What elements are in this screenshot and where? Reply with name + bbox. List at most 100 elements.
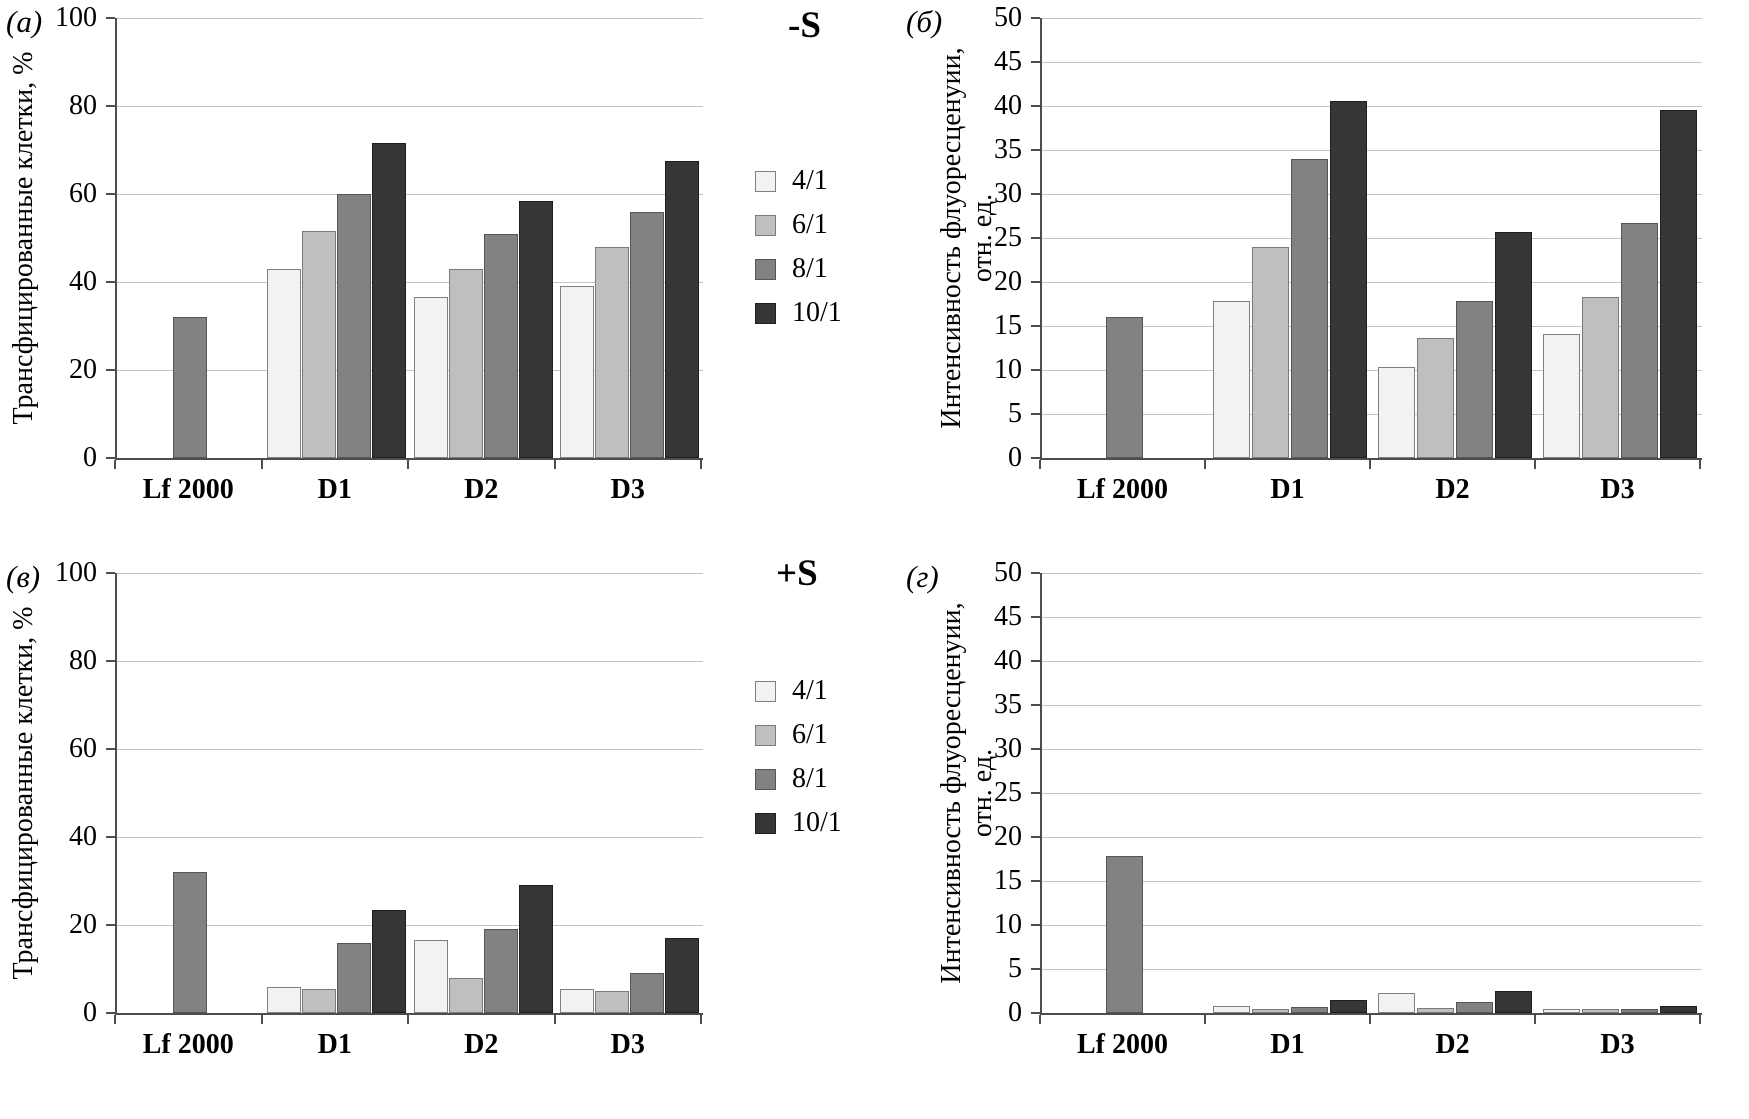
y-tick-label: 35 (994, 134, 1022, 165)
legend-item-6-1: 6/1 (755, 719, 842, 750)
y-tick-label: 20 (69, 354, 97, 385)
y-axis-title-line: Интенсивность флуоресценуии, (936, 602, 967, 984)
y-tick-label: 20 (994, 266, 1022, 297)
y-tick-mark (1031, 237, 1040, 239)
annotation-plus-s: +S (776, 553, 818, 594)
x-tick-mark (407, 460, 409, 469)
y-tick-mark (1031, 281, 1040, 283)
bar-group-Lf-2000 (1042, 18, 1207, 458)
bar-D1-6-1 (1251, 247, 1289, 458)
y-tick-label: 0 (1008, 997, 1022, 1028)
x-labels: Lf 2000 D1 D2 D3 (1040, 474, 1700, 506)
y-tick-label: 50 (994, 557, 1022, 588)
gridline (1042, 370, 1702, 371)
y-tick-label: 15 (994, 865, 1022, 896)
y-tick-label: 25 (994, 222, 1022, 253)
plot-area (115, 573, 703, 1015)
bars (117, 573, 703, 1013)
x-tick-mark (1039, 460, 1041, 469)
legend-label: 10/1 (792, 807, 842, 838)
y-tick-mark (1031, 369, 1040, 371)
legend-swatch-icon (755, 258, 776, 280)
x-label-D2: D2 (464, 1029, 499, 1060)
bar-group-D3 (1537, 18, 1702, 458)
x-label-D1: D1 (1270, 1029, 1305, 1060)
gridline (1042, 925, 1702, 926)
bar-D3-4-1 (1542, 1009, 1580, 1013)
gridline (1042, 326, 1702, 327)
legend-swatch-icon (755, 768, 776, 790)
bar-D2-4-1 (1377, 367, 1415, 458)
bar-D1-10-1 (372, 143, 407, 458)
y-tick-mark (1031, 924, 1040, 926)
x-label-Lf-2000: Lf 2000 (142, 1029, 234, 1060)
x-label-Lf-2000: Lf 2000 (142, 474, 234, 505)
gridline (1042, 573, 1702, 574)
y-tick-mark (1031, 880, 1040, 882)
y-axis-title: Интенсивность флуоресценуии, отн. ед. (936, 573, 998, 1013)
gridline (1042, 705, 1702, 706)
bar-D2-4-1 (413, 940, 448, 1013)
legend-item-4-1: 4/1 (755, 165, 842, 196)
bar-D1-4-1 (267, 269, 302, 458)
y-axis-title-line: отн. ед. (967, 193, 998, 283)
y-tick-label: 45 (994, 46, 1022, 77)
y-tick-mark (106, 748, 115, 750)
bar-Lf-2000-8-1 (173, 317, 208, 458)
y-tick-label: 20 (69, 909, 97, 940)
x-label-D1: D1 (317, 474, 352, 505)
gridline (117, 573, 703, 574)
x-tick-mark (114, 460, 116, 469)
x-labels: Lf 2000 D1 D2 D3 (115, 1029, 701, 1061)
plot-area (115, 18, 703, 460)
y-tick-label: 20 (994, 821, 1022, 852)
y-axis-title-line: отн. ед. (967, 748, 998, 838)
panel-a-label: (а) (6, 4, 43, 39)
x-tick-mark (260, 460, 263, 469)
y-tick-mark (106, 572, 115, 574)
y-tick-label: 100 (55, 2, 97, 33)
bar-D3-8-1 (630, 973, 665, 1013)
y-axis-title: Трансфицированные клетки, % (8, 18, 39, 458)
gridline (1042, 969, 1702, 970)
panel-g-label: (г) (906, 559, 939, 594)
gridline (1042, 238, 1702, 239)
x-tick-mark (1369, 1015, 1371, 1024)
y-tick-mark (1031, 616, 1040, 618)
gridline (1042, 194, 1702, 195)
x-tick-mark (1204, 460, 1206, 469)
bar-D1-8-1 (1290, 159, 1328, 458)
bar-D3-4-1 (560, 286, 595, 458)
legend-item-8-1: 8/1 (755, 253, 842, 284)
x-label-D3: D3 (610, 474, 645, 505)
y-tick-label: 40 (69, 266, 97, 297)
bar-D2-8-1 (1455, 301, 1493, 458)
y-tick-mark (1031, 792, 1040, 794)
x-tick-mark (1204, 1015, 1206, 1024)
legend-item-4-1: 4/1 (755, 675, 842, 706)
bar-Lf-2000-8-1 (1106, 317, 1143, 458)
x-tick-mark (553, 1015, 556, 1024)
gridline (1042, 18, 1702, 19)
bar-D3-6-1 (595, 247, 630, 458)
bar-D1-6-1 (1251, 1009, 1289, 1013)
bar-D3-6-1 (1581, 297, 1619, 458)
y-tick-mark (1031, 704, 1040, 706)
y-axis-title: Интенсивность флуоресценуии, отн. ед. (936, 18, 998, 458)
bar-Lf-2000-8-1 (1106, 856, 1143, 1013)
gridline (117, 282, 703, 283)
bar-group-Lf-2000 (1042, 573, 1207, 1013)
panel-v: (в) 0 20 40 60 80 100 Lf 2000 D1 D2 D3 Трансфициро… (0, 555, 755, 1119)
bar-group-D3 (1537, 573, 1702, 1013)
y-tick-label: 10 (994, 354, 1022, 385)
y-tick-label: 40 (994, 645, 1022, 676)
y-tick-label: 80 (69, 645, 97, 676)
y-tick-mark (1031, 660, 1040, 662)
gridline (1042, 837, 1702, 838)
legend-label: 6/1 (792, 719, 828, 750)
legend-swatch-icon (755, 812, 776, 834)
bar-D2-4-1 (1377, 993, 1415, 1013)
y-tick-label: 5 (1008, 953, 1022, 984)
legend-bottom: 4/1 6/1 8/1 10/1 (755, 675, 842, 838)
y-tick-mark (106, 836, 115, 838)
